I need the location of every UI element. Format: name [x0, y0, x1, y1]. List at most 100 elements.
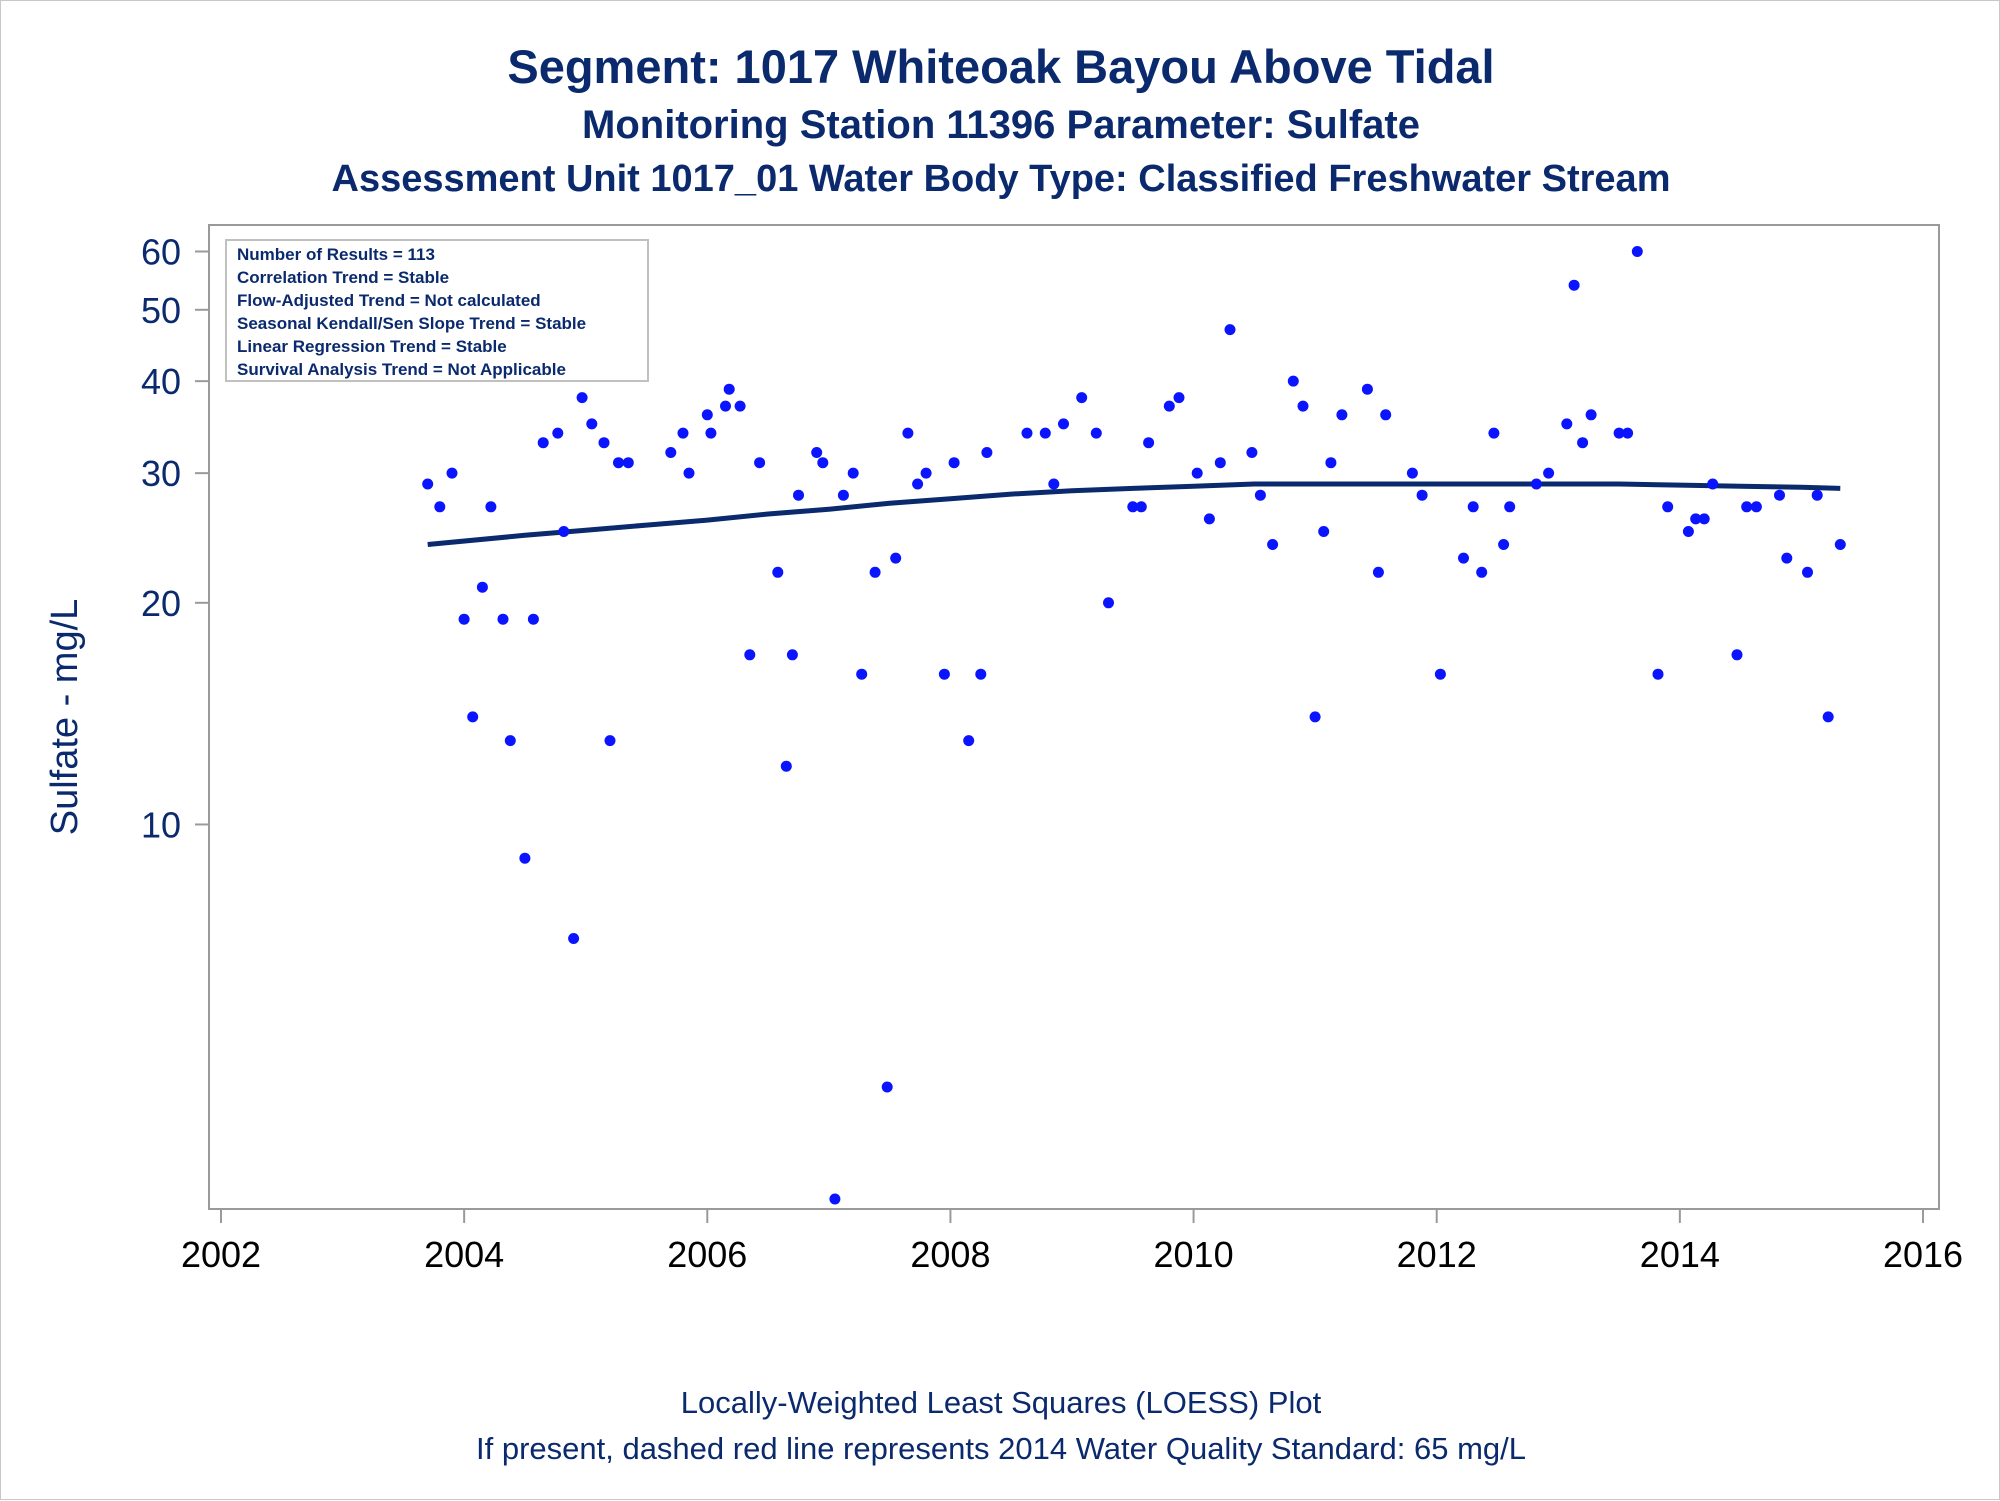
data-point-63	[1173, 392, 1185, 404]
data-point-109	[1802, 566, 1813, 578]
data-point-77	[1361, 383, 1373, 395]
data-point-105	[1741, 501, 1753, 513]
stat-correlation-trend: Correlation Trend = Stable	[237, 268, 449, 287]
data-point-20	[622, 457, 634, 469]
data-point-85	[1476, 566, 1488, 578]
x-tick-label-2014: 2014	[1640, 1234, 1720, 1275]
data-point-94	[1585, 409, 1597, 421]
data-point-38	[837, 489, 849, 501]
data-point-50	[975, 668, 987, 680]
data-point-111	[1822, 711, 1834, 723]
data-point-41	[869, 566, 881, 578]
x-axis: 2002 2004 2006 2008 2010 2012 2014 2016	[181, 1209, 1963, 1275]
data-point-12	[552, 427, 564, 439]
data-point-34	[793, 489, 804, 501]
data-point-69	[1254, 489, 1266, 501]
data-point-83	[1458, 552, 1469, 564]
stat-flow-adjusted-trend: Flow-Adjusted Trend = Not calculated	[237, 291, 541, 310]
y-tick-label-20: 20	[141, 583, 181, 624]
data-point-90	[1543, 467, 1555, 479]
data-point-78	[1372, 566, 1384, 578]
data-point-80	[1406, 467, 1418, 479]
data-point-108	[1781, 552, 1793, 564]
data-point-9	[519, 852, 531, 864]
data-point-98	[1652, 668, 1664, 680]
plot-area	[208, 224, 1940, 1210]
data-point-33	[786, 649, 798, 661]
data-point-1	[434, 501, 446, 513]
data-point-49	[963, 735, 975, 747]
data-points	[422, 246, 1846, 1205]
data-point-15	[576, 392, 588, 404]
data-point-92	[1568, 279, 1580, 291]
chart-title: Segment: 1017 Whiteoak Bayou Above Tidal	[507, 40, 1495, 93]
x-tick-label-2004: 2004	[424, 1234, 504, 1275]
data-point-73	[1309, 711, 1321, 723]
data-point-91	[1561, 418, 1573, 430]
x-tick-label-2016: 2016	[1883, 1234, 1963, 1275]
data-point-24	[701, 409, 713, 421]
data-point-37	[829, 1193, 841, 1205]
data-point-110	[1811, 489, 1823, 501]
data-point-6	[485, 501, 497, 513]
x-tick-label-2010: 2010	[1154, 1234, 1234, 1275]
data-point-52	[1021, 427, 1033, 439]
data-point-81	[1416, 489, 1428, 501]
data-point-39	[847, 467, 859, 479]
data-point-56	[1076, 392, 1088, 404]
data-point-71	[1287, 375, 1299, 387]
data-point-21	[665, 447, 677, 458]
y-tick-label-60: 60	[141, 231, 181, 272]
data-point-106	[1750, 501, 1762, 513]
data-point-35	[811, 447, 823, 458]
data-point-51	[981, 447, 993, 458]
data-point-17	[598, 437, 610, 449]
data-point-29	[744, 649, 756, 661]
data-point-101	[1690, 513, 1702, 525]
data-point-13	[558, 526, 570, 537]
stat-linear-regression-trend: Linear Regression Trend = Stable	[237, 337, 507, 356]
data-point-26	[720, 400, 731, 412]
chart-subtitle-station: Monitoring Station 11396 Parameter: Sulf…	[582, 103, 1420, 147]
x-tick-label-2008: 2008	[910, 1234, 990, 1275]
data-point-25	[705, 427, 717, 439]
data-point-30	[754, 457, 766, 469]
loess-layer	[427, 481, 1841, 547]
data-point-89	[1530, 478, 1542, 490]
data-point-32	[780, 760, 792, 772]
data-point-40	[856, 668, 868, 680]
data-point-79	[1380, 409, 1392, 421]
data-point-96	[1622, 427, 1634, 439]
x-tick-label-2012: 2012	[1397, 1234, 1477, 1275]
data-point-58	[1103, 597, 1114, 609]
data-point-31	[772, 566, 784, 578]
data-point-28	[734, 400, 746, 412]
data-point-48	[948, 457, 960, 469]
data-point-87	[1498, 539, 1510, 550]
data-point-60	[1135, 501, 1147, 513]
data-point-57	[1090, 427, 1102, 439]
data-point-75	[1325, 457, 1337, 469]
data-point-72	[1297, 400, 1309, 412]
data-point-7	[497, 613, 509, 625]
chart-subtitle-assessment: Assessment Unit 1017_01 Water Body Type:…	[331, 158, 1671, 200]
data-point-16	[586, 418, 598, 430]
data-point-97	[1631, 246, 1643, 257]
data-point-23	[683, 467, 695, 479]
data-point-36	[817, 457, 829, 469]
y-axis-label: Sulfate - mg/L	[44, 599, 86, 836]
data-point-10	[527, 613, 539, 625]
data-point-112	[1834, 539, 1846, 550]
data-point-61	[1143, 437, 1155, 449]
data-point-68	[1246, 447, 1258, 458]
data-point-53	[1039, 427, 1051, 439]
data-point-8	[504, 735, 516, 747]
footnote-loess: Locally-Weighted Least Squares (LOESS) P…	[680, 1385, 1322, 1420]
data-point-55	[1058, 418, 1069, 430]
y-tick-label-10: 10	[141, 804, 181, 845]
data-point-11	[537, 437, 549, 449]
data-point-45	[912, 478, 924, 490]
stat-survival-analysis-trend: Survival Analysis Trend = Not Applicable	[237, 360, 566, 379]
